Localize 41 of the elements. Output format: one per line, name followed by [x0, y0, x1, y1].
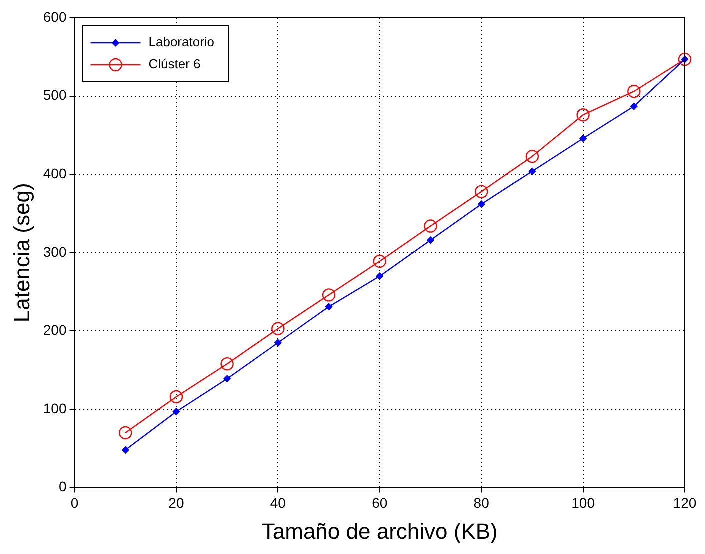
- point: [580, 134, 587, 142]
- point: [630, 102, 638, 110]
- point: [576, 108, 590, 122]
- point: [478, 200, 486, 208]
- point: [172, 408, 180, 416]
- point: [325, 303, 333, 311]
- point: [122, 446, 130, 454]
- point: [274, 339, 282, 347]
- y-tick-label: 500: [43, 87, 67, 104]
- y-axis-title: Latencia (seg): [9, 183, 34, 323]
- x-tick-label: 100: [572, 495, 596, 512]
- x-tick-label: 0: [70, 495, 79, 512]
- y-tick-label: 600: [43, 8, 67, 25]
- y-tick-label: 400: [43, 165, 67, 182]
- point: [427, 236, 434, 244]
- x-tick-label: 120: [673, 495, 697, 512]
- y-tick-label: 300: [43, 244, 67, 260]
- y-tick-label: 100: [43, 400, 67, 416]
- point: [373, 254, 386, 268]
- legend-label: Laboratorio: [148, 34, 215, 50]
- legend-label: Clúster 6: [148, 56, 201, 72]
- y-tick-label: 0: [58, 478, 67, 495]
- point: [528, 168, 536, 176]
- x-tick-label: 80: [474, 495, 490, 512]
- point: [170, 390, 184, 404]
- point: [220, 357, 234, 371]
- point: [424, 220, 438, 233]
- point: [628, 85, 641, 98]
- point: [474, 185, 488, 198]
- x-axis-title: Tamaño de archivo (KB): [262, 518, 498, 544]
- point: [322, 288, 336, 302]
- point: [224, 375, 231, 383]
- x-tick-label: 40: [270, 495, 286, 512]
- point: [119, 426, 132, 440]
- x-tick-label: 20: [168, 495, 184, 512]
- point: [526, 150, 540, 164]
- point: [272, 322, 285, 336]
- y-tick-label: 200: [43, 322, 67, 338]
- x-tick-label: 60: [372, 495, 388, 512]
- point: [678, 52, 692, 66]
- point: [376, 272, 384, 280]
